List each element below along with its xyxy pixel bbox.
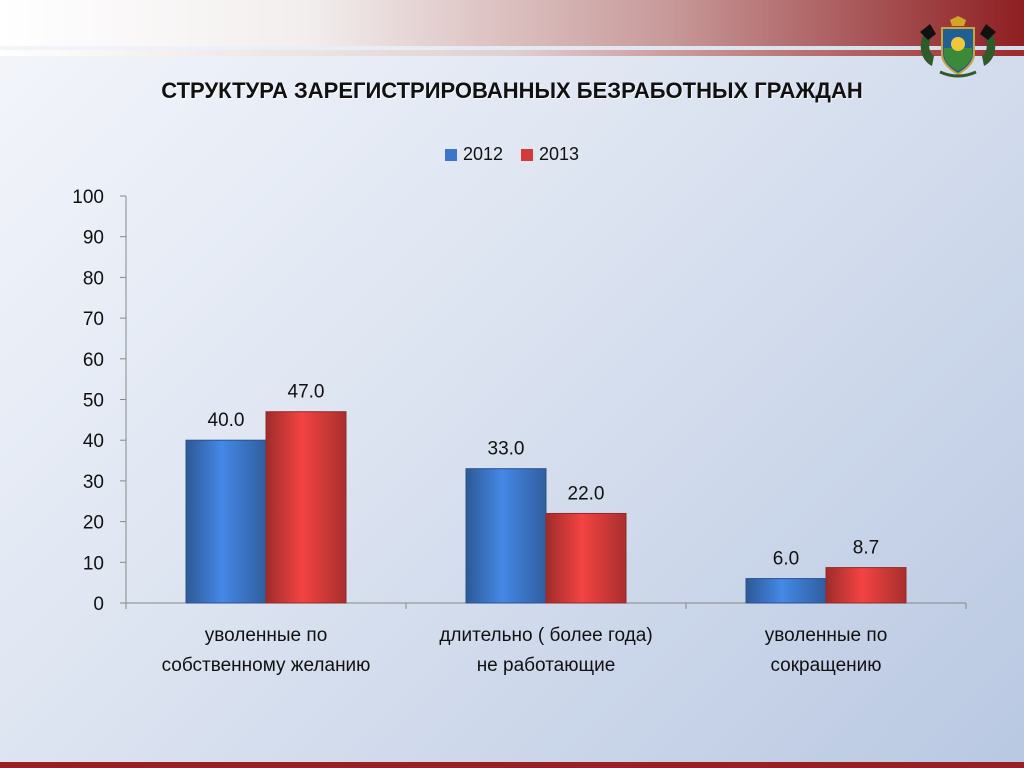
x-tick-label-line: длительно ( более года) [439,625,653,646]
bar-2012-0 [185,439,267,604]
legend-swatch-2012 [444,148,457,161]
data-label: 6.0 [773,549,799,570]
bar-2012-1 [465,468,547,604]
legend-label-2013: 2013 [539,144,580,164]
header-band [0,0,1024,46]
y-tick-label: 40 [83,431,104,452]
bar-2013-2 [825,567,907,604]
x-tick-label: уволенные по собственному желанию [126,621,406,681]
data-label: 47.0 [288,382,325,403]
y-tick-label: 30 [83,472,104,493]
y-tick-label: 70 [83,309,104,330]
bar-2013-0 [265,411,347,604]
page-title: СТРУКТУРА ЗАРЕГИСТРИРОВАННЫХ БЕЗРАБОТНЫХ… [161,78,863,103]
bar-2012-2 [745,578,827,604]
y-tick-label: 10 [83,553,104,574]
x-tick-label-line: собственному желанию [161,655,371,676]
legend-swatch-2013 [521,148,533,161]
x-tick-label: уволенные по сокращению [686,621,966,681]
y-tick-label: 50 [83,391,104,412]
bar-2013-1 [545,512,627,604]
data-label: 40.0 [208,410,245,431]
x-tick-label-line: сокращению [770,655,882,676]
header-divider [0,50,1024,56]
y-tick-label: 0 [93,594,104,615]
x-tick-label-line: уволенные по [764,625,888,646]
x-tick-label: длительно ( более года) не работающие [406,621,686,681]
x-tick-label-line: не работающие [476,655,616,676]
y-tick-label: 90 [83,228,104,249]
legend-item-2012: 2012 [444,144,503,165]
x-tick-label-line: уволенные по [204,625,328,646]
data-label: 22.0 [568,483,605,504]
coat-of-arms-icon [920,16,996,78]
legend-label-2012: 2012 [462,144,503,164]
y-tick-label: 100 [72,187,104,208]
y-tick-label: 80 [83,268,104,289]
chart-legend: 2012 2013 [0,144,1024,165]
y-tick-label: 60 [83,350,104,371]
legend-item-2013: 2013 [521,144,579,165]
data-label: 8.7 [853,538,879,559]
y-tick-label: 20 [83,513,104,534]
data-label: 33.0 [488,439,525,460]
footer-band [0,762,1024,768]
